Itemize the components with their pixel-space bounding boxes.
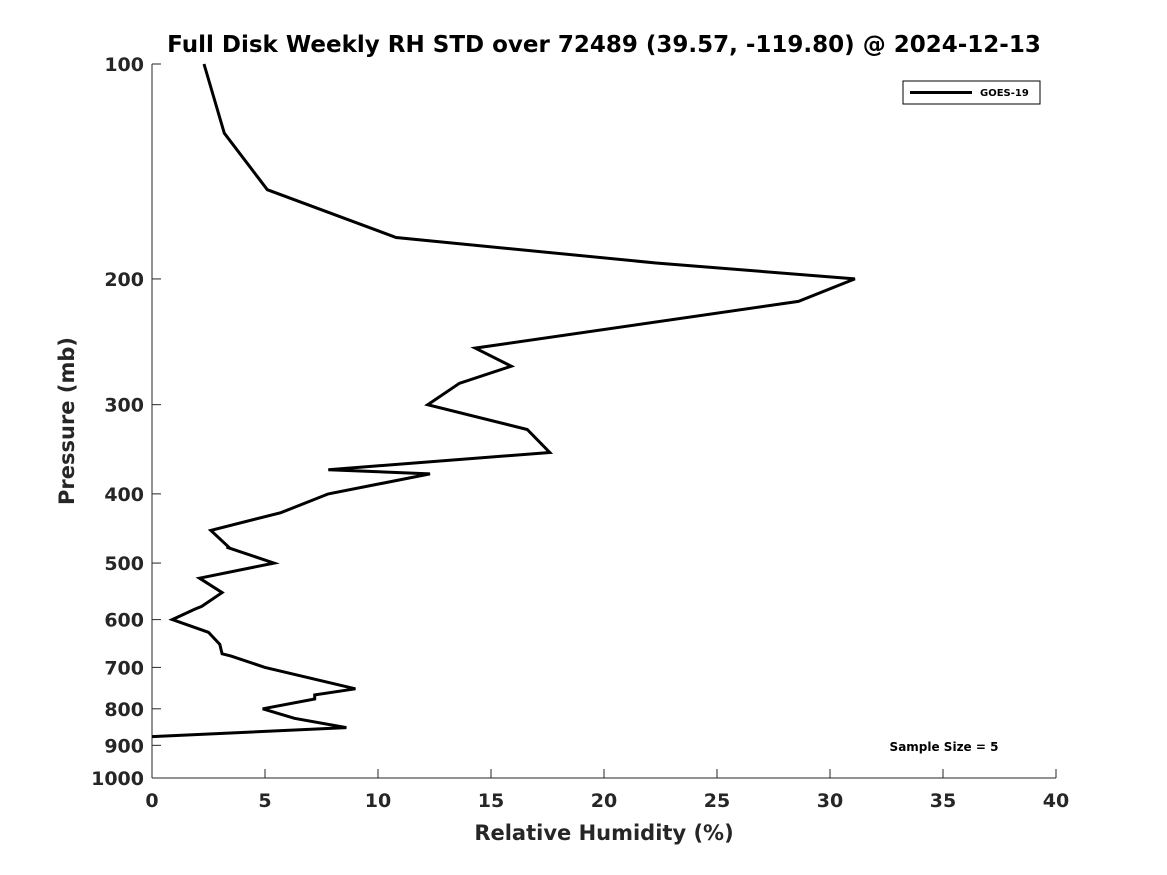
x-tick-label: 40: [1043, 790, 1069, 812]
x-tick-label: 15: [478, 790, 504, 812]
y-tick-label: 400: [104, 484, 144, 506]
sample-size-annotation: Sample Size = 5: [890, 740, 999, 754]
x-tick-label: 5: [258, 790, 271, 812]
y-tick-label: 500: [104, 553, 144, 575]
x-tick-label: 0: [145, 790, 158, 812]
y-tick-label: 1000: [91, 768, 144, 790]
y-tick-label: 100: [104, 54, 144, 76]
chart-title: Full Disk Weekly RH STD over 72489 (39.5…: [167, 32, 1041, 58]
x-tick-label: 10: [365, 790, 391, 812]
x-tick-label: 30: [817, 790, 843, 812]
x-tick-label: 35: [930, 790, 956, 812]
y-tick-label: 900: [104, 735, 144, 757]
y-tick-label: 800: [104, 699, 144, 721]
plot-area: [152, 64, 1056, 778]
x-tick-label: 25: [704, 790, 730, 812]
x-axis-label: Relative Humidity (%): [474, 821, 733, 845]
y-tick-label: 200: [104, 269, 144, 291]
x-tick-label: 20: [591, 790, 617, 812]
y-tick-label: 700: [104, 657, 144, 679]
y-axis-label: Pressure (mb): [55, 337, 79, 505]
y-tick-label: 300: [104, 395, 144, 417]
legend-label-goes-19: GOES-19: [980, 88, 1029, 99]
series-line-goes-19: [151, 63, 856, 739]
x-axis: 0 5 10 15 20 25 30 35 40: [145, 769, 1069, 812]
y-tick-label: 600: [104, 610, 144, 632]
y-axis: 100 200 300 400 500 600 700 800 900 1000: [91, 54, 161, 790]
legend: GOES-19: [902, 80, 1041, 105]
